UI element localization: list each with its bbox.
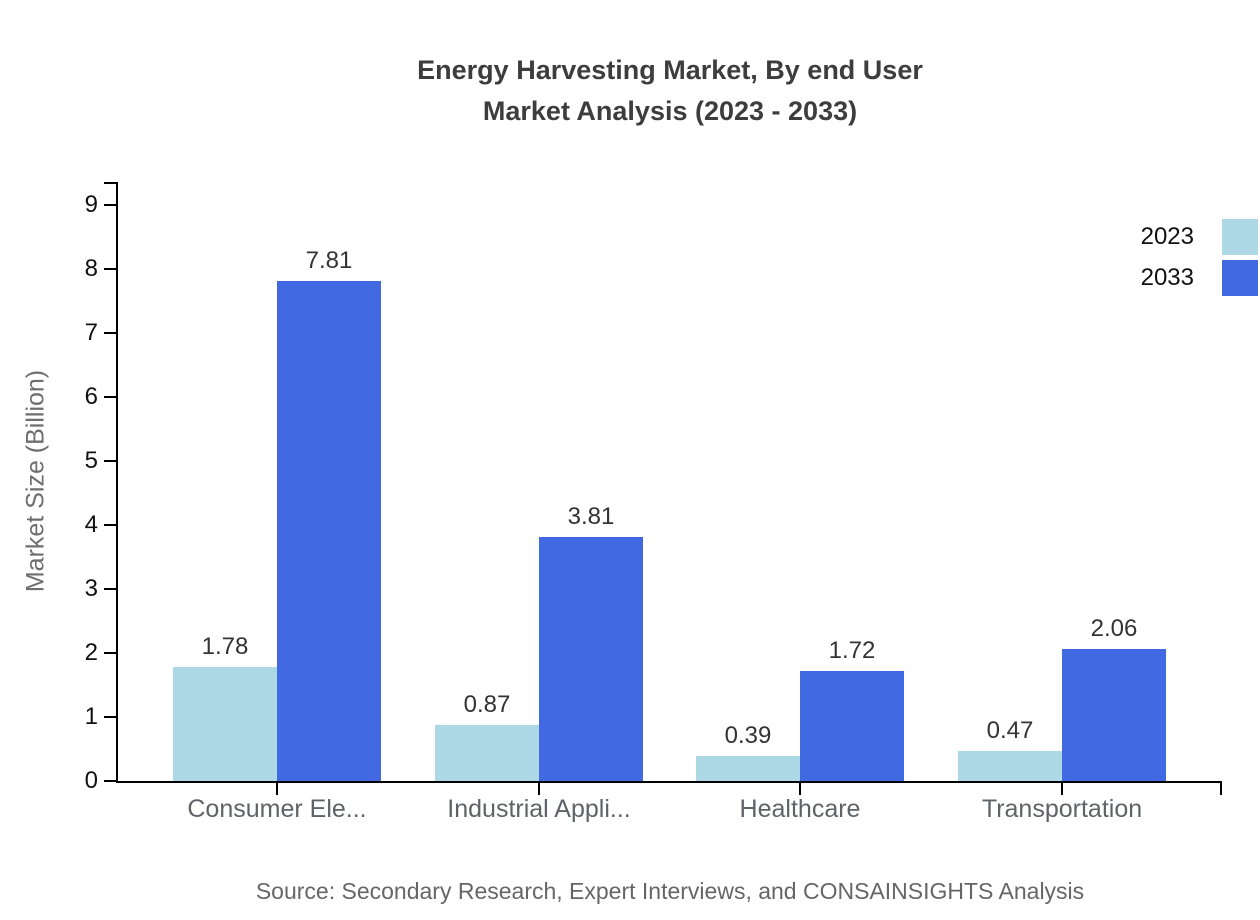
bar-value-label: 2.06 [1090, 615, 1138, 642]
y-axis-tick-label: 3 [84, 575, 98, 602]
x-axis-tick [538, 783, 540, 795]
y-axis-tick-label: 1 [84, 703, 98, 730]
x-axis-category-label: Consumer Ele... [187, 795, 367, 823]
y-axis-tick-label: 4 [84, 511, 98, 538]
bar-2033-transportation [1062, 649, 1166, 781]
y-axis-tick [104, 268, 116, 270]
bar-2023-industrial-appli [435, 725, 539, 781]
legend-item-2023: 2023 [1141, 219, 1258, 255]
bar-value-label: 7.81 [305, 247, 353, 274]
y-axis-tick-label: 9 [84, 191, 98, 218]
bar-2033-industrial-appli [539, 537, 643, 781]
x-axis-line [116, 781, 1222, 783]
bar-2033-healthcare [800, 671, 904, 781]
x-axis-category-label: Healthcare [739, 795, 861, 823]
y-axis-tick [104, 524, 116, 526]
legend-swatch-2023 [1222, 219, 1258, 255]
y-axis-tick-label: 7 [84, 319, 98, 346]
y-axis-tick-label: 5 [84, 447, 98, 474]
x-axis-end-cap [1220, 783, 1222, 795]
x-axis-tick [276, 783, 278, 795]
source-note: Source: Secondary Research, Expert Inter… [255, 878, 1085, 904]
bar-value-label: 0.39 [724, 722, 772, 749]
x-axis-tick [1061, 783, 1063, 795]
bar-value-label: 3.81 [567, 503, 615, 530]
x-axis-category-label: Industrial Appli... [447, 795, 631, 823]
bar-2023-transportation [958, 751, 1062, 781]
bar-value-label: 1.72 [828, 637, 876, 664]
y-axis-tick-label: 6 [84, 383, 98, 410]
legend-label-2023: 2023 [1140, 223, 1194, 250]
y-axis-tick [104, 652, 116, 654]
y-axis-end-cap [104, 182, 116, 184]
y-axis-tick [104, 332, 116, 334]
y-axis-tick [104, 780, 116, 782]
y-axis-tick [104, 396, 116, 398]
legend-swatch-2033 [1222, 260, 1258, 296]
chart-title-line1: Energy Harvesting Market, By end User [417, 55, 923, 85]
bar-value-label: 0.47 [986, 717, 1034, 744]
y-axis-tick-label: 2 [84, 639, 98, 666]
y-axis-tick [104, 204, 116, 206]
x-axis-tick [799, 783, 801, 795]
x-axis-category-label: Transportation [981, 795, 1143, 823]
bar-2033-consumer-ele [277, 281, 381, 781]
legend-item-2033: 2033 [1141, 260, 1258, 296]
y-axis-tick [104, 460, 116, 462]
chart-legend: 2023 2033 [1141, 219, 1258, 296]
y-axis-tick-label: 0 [84, 767, 98, 794]
chart-title: Energy Harvesting Market, By end User Ma… [90, 50, 1250, 132]
bar-2023-healthcare [696, 756, 800, 781]
y-axis-tick [104, 716, 116, 718]
bar-2023-consumer-ele [173, 667, 277, 781]
y-axis-tick-label: 8 [84, 255, 98, 282]
y-axis-line [116, 182, 118, 783]
legend-label-2033: 2033 [1140, 264, 1194, 291]
y-axis-tick [104, 588, 116, 590]
bar-value-label: 1.78 [201, 633, 249, 660]
bar-value-label: 0.87 [463, 691, 511, 718]
chart-title-line2: Market Analysis (2023 - 2033) [482, 96, 858, 126]
